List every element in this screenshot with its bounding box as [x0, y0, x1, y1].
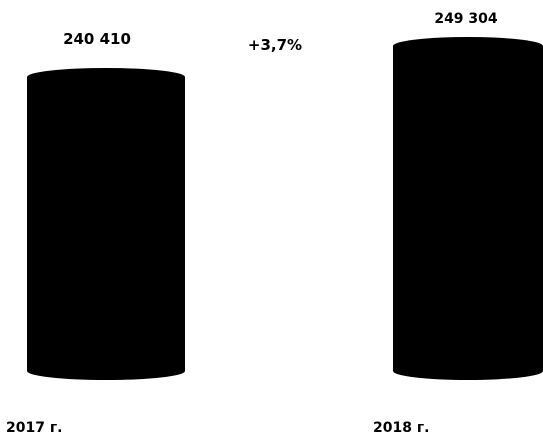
value-label-2017: 240 410 [63, 30, 131, 48]
category-label-2018: 2018 г. [373, 420, 429, 436]
bar-2017 [27, 68, 185, 380]
bars-layer [27, 37, 543, 380]
category-label-2017: 2017 г. [6, 420, 62, 436]
bar-2018 [393, 37, 543, 380]
change-percent-label: +3,7% [248, 36, 302, 54]
value-label-2018: 249 304 [434, 11, 498, 27]
